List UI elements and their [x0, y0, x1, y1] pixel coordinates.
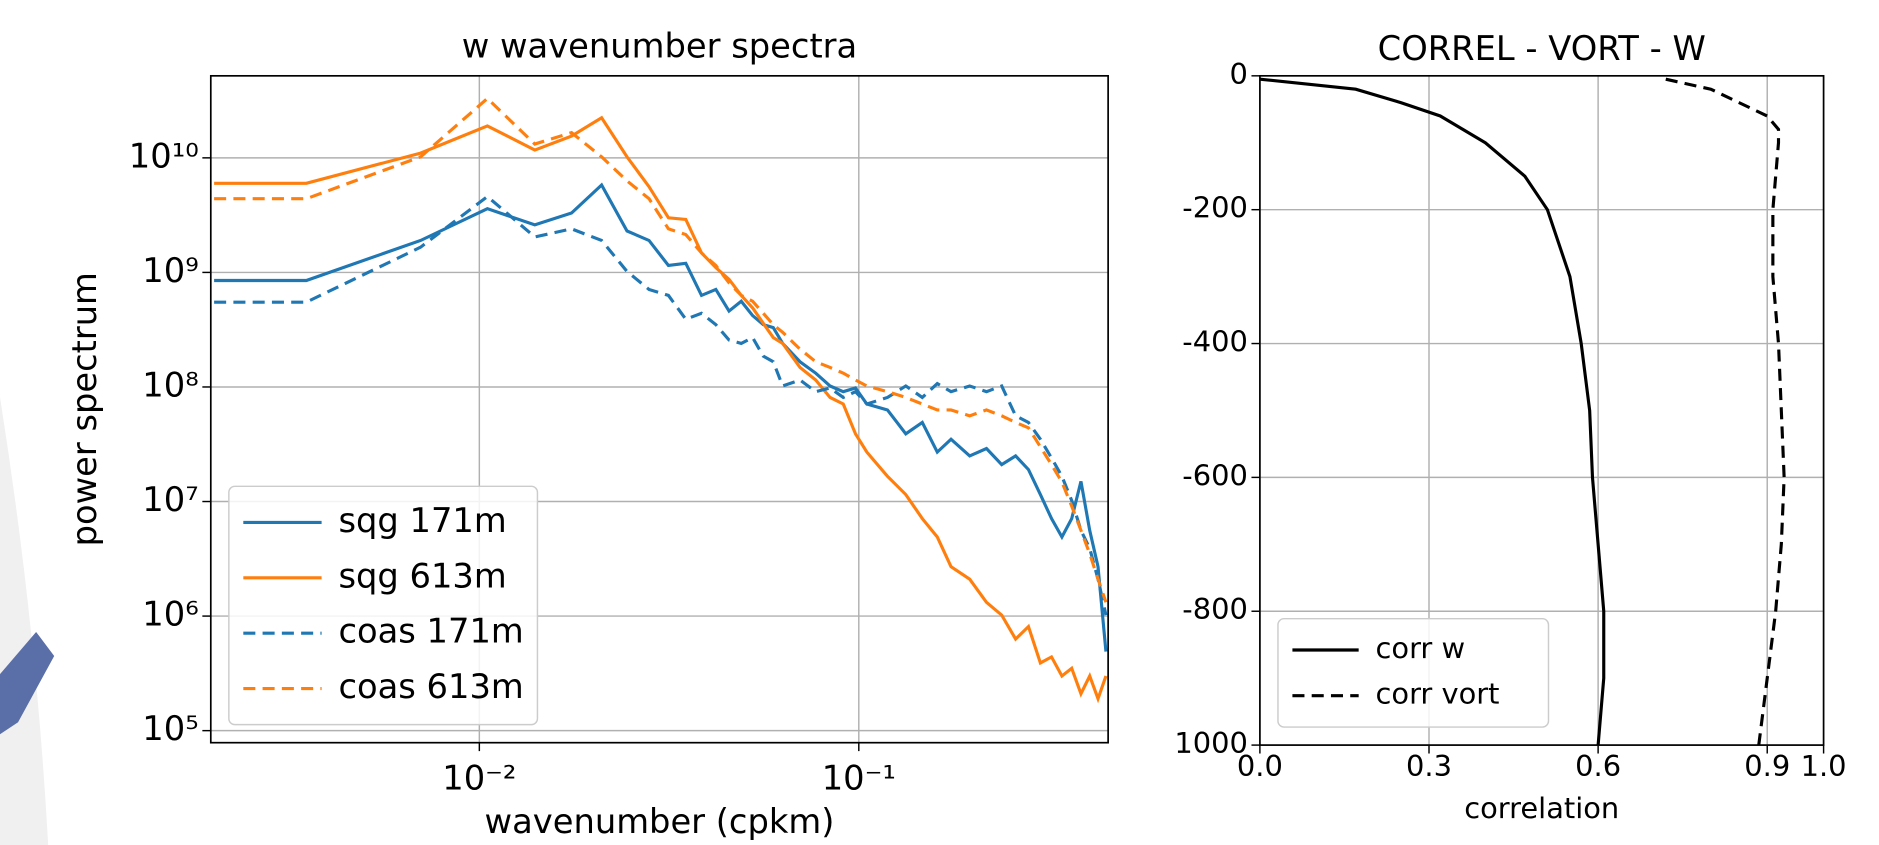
legend-label: coas 613m — [338, 667, 523, 706]
x-tick-label: 1.0 — [1801, 749, 1847, 783]
chart-title: w wavenumber spectra — [462, 27, 858, 66]
data-line — [214, 194, 1108, 616]
legend-label: coas 171m — [338, 612, 523, 651]
y-tick-label: 10⁶ — [142, 595, 198, 634]
y-axis-label: power spectrum — [65, 272, 104, 546]
y-tick-label: 10¹⁰ — [129, 136, 199, 175]
background-decoration — [0, 631, 55, 735]
y-tick-label: -600 — [1182, 458, 1248, 492]
x-tick-label: 0.6 — [1575, 749, 1621, 783]
plot-frame — [209, 74, 1109, 744]
plot-frame — [1259, 74, 1825, 746]
x-tick-label: 0.3 — [1406, 749, 1452, 783]
x-tick-label: 0.9 — [1744, 749, 1790, 783]
legend-label: corr vort — [1376, 677, 1500, 711]
y-tick-label: 10⁸ — [142, 365, 198, 404]
x-tick-label: 10⁻¹ — [822, 759, 896, 798]
y-tick-label: -200 — [1182, 191, 1248, 225]
legend-box — [1277, 617, 1550, 728]
chart-title: CORREL - VORT - W — [1378, 29, 1706, 68]
background-decoration — [0, 397, 49, 845]
y-tick-label: 0 — [1229, 57, 1247, 91]
data-line — [214, 115, 1108, 704]
x-axis-label: wavenumber (cpkm) — [485, 802, 835, 841]
legend-label: sqg 613m — [338, 556, 506, 595]
y-tick-label: -800 — [1182, 592, 1248, 626]
y-tick-label: 10⁵ — [142, 709, 198, 748]
y-tick-label: 10⁷ — [142, 480, 198, 519]
y-tick-label: 10⁹ — [142, 251, 198, 290]
legend-label: corr w — [1376, 631, 1466, 665]
legend-label: sqg 171m — [338, 501, 506, 540]
data-line — [1259, 77, 1606, 746]
y-tick-label: -400 — [1182, 325, 1248, 359]
legend-box — [228, 485, 539, 726]
x-tick-label: 10⁻² — [442, 759, 516, 798]
data-line — [214, 96, 1108, 603]
x-axis-label: correlation — [1464, 791, 1619, 825]
x-tick-label: 0.0 — [1237, 749, 1283, 783]
data-line — [214, 182, 1108, 652]
data-line — [1665, 77, 1786, 746]
y-tick-label: 1000 — [1174, 726, 1248, 760]
